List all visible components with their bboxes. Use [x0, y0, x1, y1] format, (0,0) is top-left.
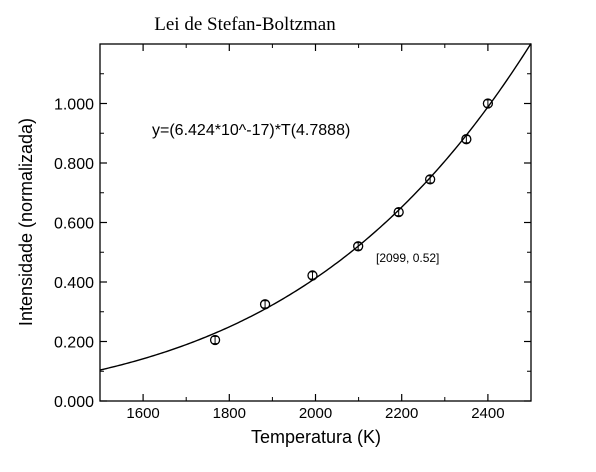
- y-tick-label: 0.200: [54, 335, 94, 352]
- x-tick-label: 2200: [385, 405, 418, 422]
- data-point: [307, 270, 318, 281]
- data-point: [209, 334, 221, 346]
- x-axis-label: Temperatura (K): [251, 427, 381, 447]
- y-axis-ticks: 0.000 0.200 0.400 0.600 0.800 1.000: [54, 73, 531, 411]
- y-tick-label: 0.000: [54, 394, 94, 411]
- x-tick-label: 1600: [126, 405, 159, 422]
- fit-equation: y=(6.424*10^-17)*T(4.7888): [152, 122, 350, 139]
- y-tick-label: 0.400: [54, 275, 94, 292]
- chart-title: Lei de Stefan-Boltzman: [154, 14, 336, 35]
- x-tick-label: 1800: [213, 405, 246, 422]
- y-tick-label: 1.000: [54, 97, 94, 114]
- data-point: [424, 174, 436, 185]
- x-axis-ticks: 1600 1800 2000 2200 2400: [99, 44, 532, 422]
- y-tick-label: 0.800: [54, 156, 94, 173]
- y-tick-label: 0.600: [54, 216, 94, 233]
- data-point: [393, 206, 404, 218]
- y-axis-label: Intensidade (normalizada): [16, 118, 36, 326]
- data-point: [259, 299, 271, 310]
- plot-frame: [99, 43, 532, 402]
- point-annotation: [2099, 0.52]: [376, 251, 439, 265]
- data-point: [482, 98, 494, 109]
- x-tick-label: 2400: [471, 405, 504, 422]
- data-point: [353, 241, 364, 252]
- data-points: [209, 98, 494, 346]
- fit-curve: [99, 43, 532, 371]
- data-point: [461, 134, 472, 145]
- x-tick-label: 2000: [299, 405, 332, 422]
